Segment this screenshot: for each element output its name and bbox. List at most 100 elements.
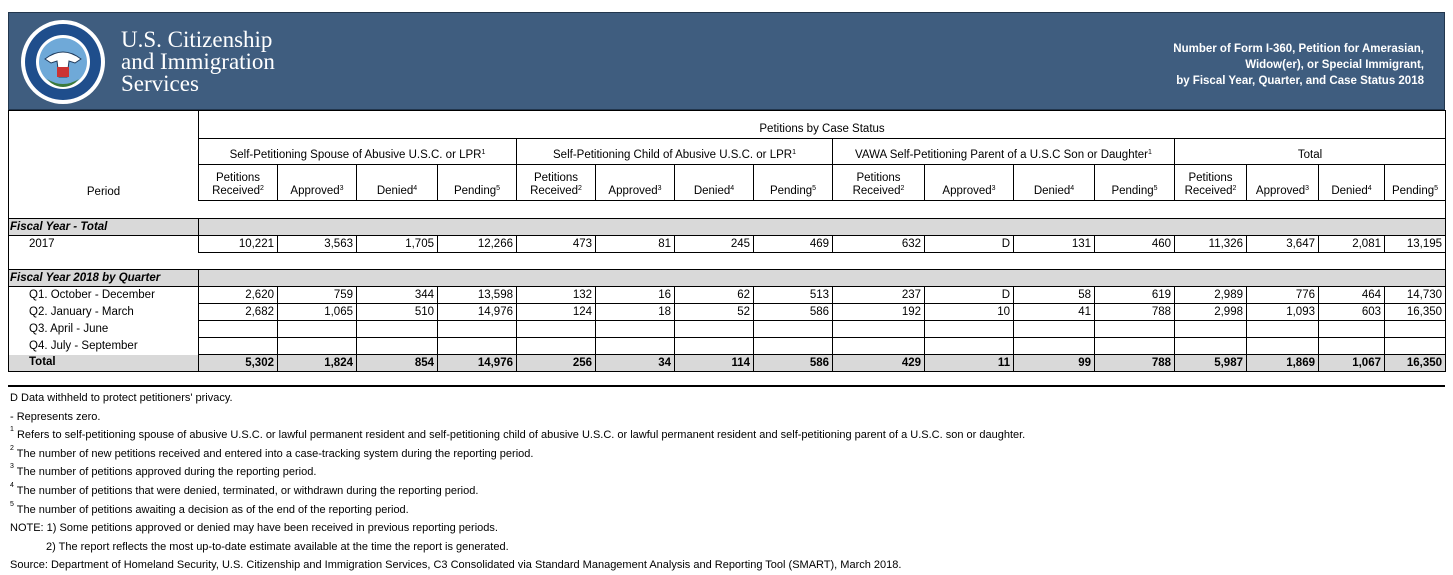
cell: 1,705 xyxy=(356,235,438,253)
period: 2017 xyxy=(8,235,199,253)
cell: D xyxy=(924,286,1014,304)
cell xyxy=(1013,337,1095,355)
footnote-marker: 1 xyxy=(10,426,14,434)
data-row: Q3. April - June xyxy=(8,320,1447,338)
column-text: Received xyxy=(530,185,579,197)
spacer-row xyxy=(9,201,1446,219)
total-row: Total 5,302 1,824 854 14,976 256 34 114 586 429 11… xyxy=(8,354,1447,372)
column-header: Petitions Received2 xyxy=(198,164,278,201)
cell: 586 xyxy=(753,303,833,321)
cell: 58 xyxy=(1013,286,1095,304)
column-label: Petitions xyxy=(836,172,921,185)
footnote-text: Source: Department of Homeland Security,… xyxy=(10,559,902,572)
column-text: Pending xyxy=(1391,185,1435,197)
column-text: Petitions xyxy=(215,172,261,184)
cell xyxy=(1318,337,1385,355)
cell: 2,682 xyxy=(198,303,278,321)
cell xyxy=(1094,320,1175,338)
column-label: Received2 xyxy=(1178,185,1243,198)
cell: 10 xyxy=(924,303,1014,321)
report-title-line: Widow(er), or Special Immigrant, xyxy=(1245,59,1424,71)
column-text: Petitions xyxy=(1188,172,1233,184)
footnote-text: The number of new petitions received and… xyxy=(16,447,534,460)
column-label: Received2 xyxy=(202,185,274,198)
cell: 16 xyxy=(595,286,675,304)
cell: 14,976 xyxy=(437,354,517,372)
cell xyxy=(674,337,754,355)
footnote-ref: 5 xyxy=(812,185,817,192)
footnote-ref: 2 xyxy=(578,185,582,192)
footnote: 4 The number of petitions that were deni… xyxy=(10,482,1025,501)
spacer-row xyxy=(9,253,1446,270)
cell xyxy=(277,337,357,355)
column-header: Denied4 xyxy=(356,164,438,201)
cell: 237 xyxy=(832,286,925,304)
cell: 13,598 xyxy=(437,286,517,304)
cell xyxy=(1246,320,1319,338)
footnote-text: - Represents zero. xyxy=(10,410,101,423)
cell xyxy=(832,337,925,355)
data-row: Q4. July - September xyxy=(8,337,1447,355)
cell: 2,620 xyxy=(198,286,278,304)
cell: 603 xyxy=(1318,303,1385,321)
separator xyxy=(8,385,1445,387)
footnote-ref: 4 xyxy=(730,185,735,192)
period: Q2. January - March xyxy=(8,303,199,321)
column-text: Denied xyxy=(376,185,414,197)
cell: 5,987 xyxy=(1174,354,1247,372)
column-label: Petitions xyxy=(520,172,592,185)
column-text: Received xyxy=(1184,185,1233,197)
blank xyxy=(9,201,1446,219)
footnote-ref: 3 xyxy=(991,185,996,192)
cell: 131 xyxy=(1013,235,1095,253)
group-header: Self-Petitioning Child of Abusive U.S.C.… xyxy=(516,138,833,165)
cell: 62 xyxy=(674,286,754,304)
cell xyxy=(1383,337,1447,355)
column-label: Approved3 xyxy=(1250,185,1315,198)
footnote-ref: 1 xyxy=(481,149,486,156)
cell xyxy=(356,337,438,355)
cell xyxy=(437,337,517,355)
cell: 1,065 xyxy=(277,303,357,321)
column-text: Received xyxy=(852,185,901,197)
cell: 41 xyxy=(1013,303,1095,321)
column-label: Pending5 xyxy=(441,185,513,198)
cell: 34 xyxy=(595,354,675,372)
footnote: 1 Refers to self-petitioning spouse of a… xyxy=(10,426,1025,445)
column-header: Pending5 xyxy=(1094,164,1175,201)
cell: 52 xyxy=(674,303,754,321)
cell: 469 xyxy=(753,235,833,253)
agency-name: U.S. Citizenship and Immigration Service… xyxy=(121,28,275,95)
footnote: - Represents zero. xyxy=(10,408,1025,427)
column-header: Approved3 xyxy=(924,164,1014,201)
dhs-seal xyxy=(21,20,105,104)
column-label: Petitions xyxy=(1178,172,1243,185)
footnote: 5 The number of petitions awaiting a dec… xyxy=(10,501,1025,520)
column-label: Pending5 xyxy=(757,185,829,198)
footnote-marker: 3 xyxy=(10,463,14,471)
group-header: Total xyxy=(1174,138,1447,165)
cell: 1,824 xyxy=(277,354,357,372)
cell xyxy=(198,320,278,338)
column-label: Pending5 xyxy=(1098,185,1171,198)
cell: 3,647 xyxy=(1246,235,1319,253)
agency-line: and Immigration xyxy=(121,49,275,74)
footnote-ref: 4 xyxy=(1070,185,1075,192)
cell: 132 xyxy=(516,286,596,304)
footnote-ref: 4 xyxy=(413,185,418,192)
cell: 2,989 xyxy=(1174,286,1247,304)
footnote-ref: 3 xyxy=(339,185,344,192)
cell: 344 xyxy=(356,286,438,304)
column-text: Petitions xyxy=(533,172,579,184)
cell xyxy=(1174,320,1247,338)
cell: 124 xyxy=(516,303,596,321)
footnote: 3 The number of petitions approved durin… xyxy=(10,463,1025,482)
column-text: Approved xyxy=(608,185,658,197)
blank xyxy=(8,138,199,165)
period: Total xyxy=(8,354,199,372)
period: Q3. April - June xyxy=(8,320,199,338)
footnote-text: The number of petitions that were denied… xyxy=(16,484,479,497)
data-row: Q1. October - December 2,620 759 344 13,598 1… xyxy=(8,286,1447,304)
column-label: Petitions xyxy=(202,172,274,185)
cell xyxy=(516,337,596,355)
